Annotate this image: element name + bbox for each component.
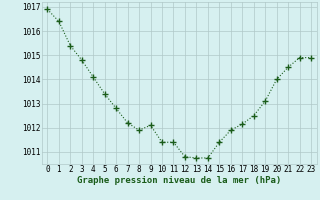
X-axis label: Graphe pression niveau de la mer (hPa): Graphe pression niveau de la mer (hPa)	[77, 176, 281, 185]
